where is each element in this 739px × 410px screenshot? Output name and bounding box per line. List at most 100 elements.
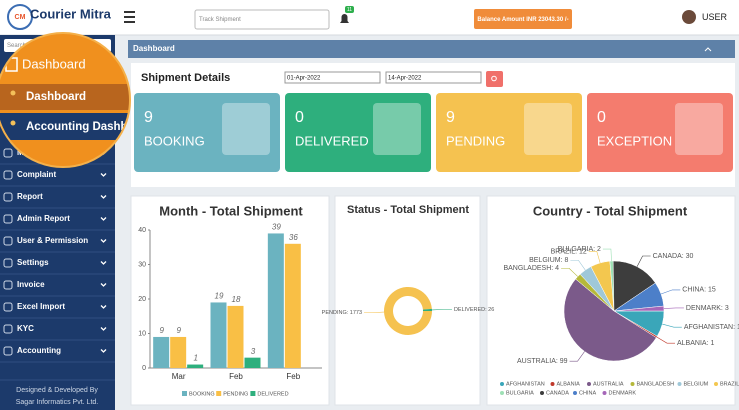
card-value: 9	[144, 109, 153, 126]
menu-icon	[3, 346, 13, 356]
legend-swatch	[587, 382, 591, 386]
search-glyph	[491, 75, 497, 82]
leader-line	[662, 323, 682, 328]
menu-item: Admin Report	[17, 214, 70, 223]
bar	[244, 357, 261, 368]
menu-icon	[3, 302, 13, 312]
legend-swatch	[550, 382, 555, 386]
y-tick-label: 30	[138, 261, 146, 268]
menu-item: Complaint	[17, 170, 56, 179]
chart-title: Month - Total Shipment	[159, 203, 303, 218]
menu-item: Report	[17, 192, 43, 201]
leader-line	[588, 251, 601, 264]
slice	[563, 278, 657, 362]
data-label: AUSTRALIA: 99	[517, 358, 568, 365]
data-label: PENDING: 1773	[322, 310, 362, 316]
leader-line	[561, 267, 578, 277]
menu-chevron	[100, 305, 107, 309]
legend-label: DENMARK	[609, 390, 637, 396]
dashboard-bar	[128, 40, 735, 58]
to-date-text: 14-Apr-2022	[388, 76, 422, 82]
data-label: CHINA: 15	[682, 287, 716, 294]
track-placeholder: Track Shipment	[199, 17, 241, 23]
menu-toggle[interactable]	[124, 11, 135, 23]
menu-item: KYC	[17, 324, 34, 333]
logo-icon	[7, 4, 33, 30]
legend-swatch	[182, 391, 187, 396]
slice	[384, 286, 432, 335]
badge	[345, 6, 354, 13]
value-label: 36	[289, 233, 298, 242]
card-label: EXCEPTION	[597, 133, 672, 148]
value-label: 3	[251, 347, 256, 356]
legend-swatch	[540, 391, 544, 395]
menu-chevron	[100, 173, 107, 177]
x-tick-label: Mar	[172, 372, 186, 381]
menu-icon	[3, 258, 13, 268]
footer-text: Designed & Developed By	[16, 387, 98, 394]
track-input[interactable]	[194, 9, 330, 30]
legend-label: BANGLADESH	[637, 381, 675, 387]
legend-swatch	[573, 391, 577, 395]
legend-label: CANADA	[546, 390, 569, 396]
avatar	[682, 10, 696, 24]
menu-item: Settings	[17, 258, 49, 267]
x-tick-label: Feb	[286, 372, 300, 381]
bar	[227, 305, 244, 368]
collapse-icon[interactable]	[704, 47, 712, 52]
data-label: BANGLADESH: 4	[503, 265, 559, 272]
from-date[interactable]	[284, 71, 381, 84]
legend-swatch	[630, 382, 635, 386]
y-tick-label: 10	[138, 330, 146, 337]
balance-button[interactable]	[474, 9, 572, 29]
search-button[interactable]	[486, 71, 503, 87]
leader-line	[431, 309, 452, 311]
data-label: ALBANIA: 1	[677, 340, 714, 347]
legend-label: DELIVERED	[257, 391, 288, 397]
user-name: USER	[702, 12, 728, 22]
legend-swatch	[714, 382, 718, 386]
slice	[612, 260, 656, 312]
leader-line	[636, 255, 651, 267]
menu-item: Excel Import	[17, 302, 65, 311]
leader-line	[570, 259, 586, 271]
legend-label: AUSTRALIA	[593, 381, 624, 387]
menu-item: Accounting	[17, 346, 61, 355]
menu-chevron	[100, 327, 107, 331]
sidebar-search-text: Search	[7, 43, 26, 49]
leader-line	[364, 311, 385, 313]
menu-chevron	[100, 283, 107, 287]
legend-swatch	[602, 391, 607, 395]
card-icon	[373, 103, 421, 155]
data-label: AFGHANISTAN: 16	[684, 324, 739, 331]
zoom-band	[0, 113, 130, 140]
legend-label: BOOKING	[189, 391, 215, 397]
zoom-item: Dashboard	[26, 91, 86, 103]
card-icon	[675, 103, 723, 155]
chart-title: Status - Total Shipment	[347, 204, 469, 216]
menu-icon	[3, 170, 13, 180]
card-icon	[524, 103, 572, 155]
card-label: DELIVERED	[295, 133, 369, 148]
badge-count: 11	[347, 7, 352, 13]
legend-swatch	[500, 382, 504, 386]
card-value: 0	[295, 109, 304, 126]
data-label: CANADA: 30	[653, 253, 694, 260]
from-date-text: 01-Apr-2022	[287, 76, 321, 82]
to-date[interactable]	[385, 71, 482, 84]
bar	[267, 233, 284, 368]
menu-icon	[3, 214, 13, 224]
footer-text: Sagar Informatics Pvt. Ltd.	[16, 399, 99, 406]
data-label: BELGIUM: 8	[529, 257, 568, 264]
legend-label: PENDING	[223, 391, 248, 397]
legend-swatch	[677, 382, 682, 386]
menu-item: User & Permission	[17, 236, 88, 245]
zoom-dot	[10, 120, 16, 126]
bar	[284, 243, 301, 368]
logo-text: Courier Mitra	[30, 6, 112, 21]
bell-icon[interactable]	[340, 14, 349, 23]
zoom-ring	[0, 32, 131, 168]
value-label: 19	[215, 292, 224, 301]
panel-title: Shipment Details	[141, 72, 230, 84]
